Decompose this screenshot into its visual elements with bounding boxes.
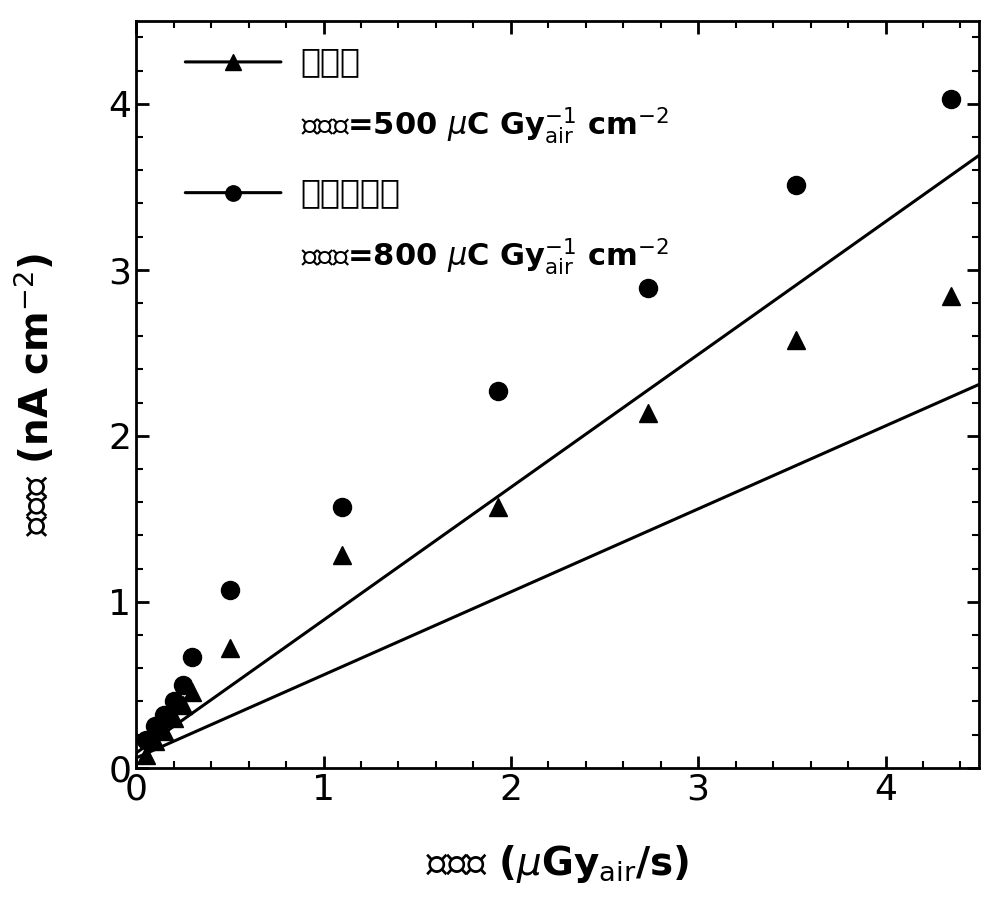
Text: 后处理晶体: 后处理晶体 — [301, 176, 401, 209]
Text: 灵敏度=500 $\mu$C Gy$_\mathrm{air}^{-1}$ cm$^{-2}$: 灵敏度=500 $\mu$C Gy$_\mathrm{air}^{-1}$ cm… — [301, 105, 669, 146]
Text: 灵敏度=800 $\mu$C Gy$_\mathrm{air}^{-1}$ cm$^{-2}$: 灵敏度=800 $\mu$C Gy$_\mathrm{air}^{-1}$ cm… — [301, 236, 669, 276]
Text: 光电流 (nA cm$^{-2}$): 光电流 (nA cm$^{-2}$) — [13, 253, 57, 536]
Text: 剂量率 ($\mu$Gy$_\mathrm{air}$/s): 剂量率 ($\mu$Gy$_\mathrm{air}$/s) — [426, 842, 689, 885]
Text: 对照样: 对照样 — [301, 45, 361, 78]
